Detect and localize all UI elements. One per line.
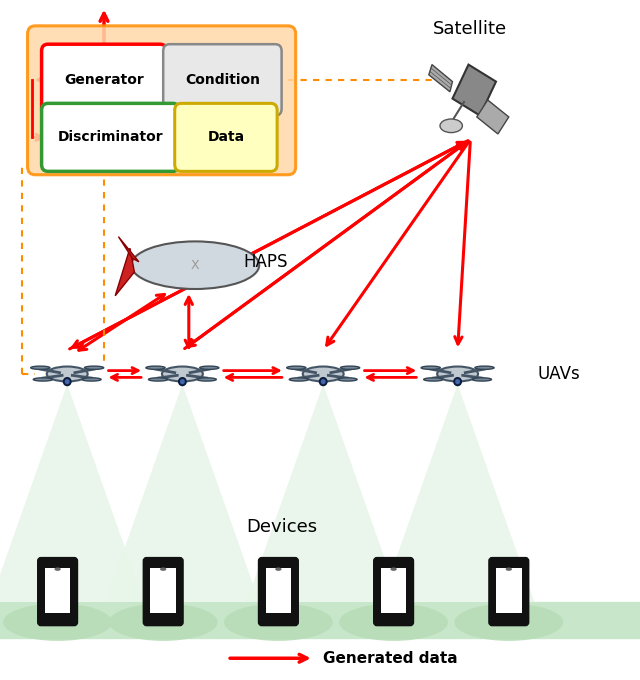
FancyBboxPatch shape (374, 558, 413, 625)
FancyBboxPatch shape (163, 44, 282, 116)
Text: HAPS: HAPS (243, 253, 288, 271)
Ellipse shape (33, 378, 52, 381)
Polygon shape (246, 384, 400, 602)
Text: Data: Data (207, 131, 244, 144)
Ellipse shape (197, 378, 216, 381)
Ellipse shape (179, 378, 186, 386)
Bar (381, 568, 406, 613)
Polygon shape (118, 237, 139, 262)
FancyBboxPatch shape (42, 103, 179, 171)
Ellipse shape (275, 567, 282, 571)
Ellipse shape (131, 241, 259, 289)
Ellipse shape (454, 604, 563, 641)
Ellipse shape (65, 379, 70, 384)
FancyBboxPatch shape (38, 558, 77, 625)
FancyBboxPatch shape (42, 44, 166, 116)
Ellipse shape (54, 567, 61, 571)
FancyBboxPatch shape (490, 558, 528, 625)
Ellipse shape (303, 367, 344, 381)
Polygon shape (106, 384, 259, 602)
Ellipse shape (148, 378, 168, 381)
Ellipse shape (440, 119, 462, 133)
Text: Generator: Generator (64, 73, 144, 87)
Ellipse shape (109, 604, 218, 641)
Ellipse shape (319, 378, 327, 386)
Ellipse shape (506, 567, 512, 571)
Ellipse shape (475, 366, 494, 369)
Ellipse shape (390, 567, 397, 571)
Ellipse shape (224, 604, 333, 641)
FancyBboxPatch shape (259, 558, 298, 625)
Ellipse shape (200, 366, 219, 369)
Ellipse shape (47, 367, 88, 381)
Text: UAVs: UAVs (538, 365, 580, 383)
Polygon shape (429, 65, 452, 92)
Ellipse shape (338, 378, 357, 381)
FancyBboxPatch shape (28, 26, 296, 175)
Polygon shape (477, 100, 509, 134)
Ellipse shape (321, 379, 326, 384)
FancyBboxPatch shape (175, 103, 277, 171)
Ellipse shape (84, 366, 104, 369)
Polygon shape (452, 65, 496, 116)
Text: Condition: Condition (185, 73, 260, 87)
Ellipse shape (339, 604, 448, 641)
Text: Generated data: Generated data (323, 651, 458, 666)
Ellipse shape (437, 367, 478, 381)
Bar (266, 568, 291, 613)
Ellipse shape (287, 366, 306, 369)
Ellipse shape (340, 366, 360, 369)
Ellipse shape (162, 367, 203, 381)
Text: X: X (191, 258, 200, 272)
Ellipse shape (3, 604, 112, 641)
Ellipse shape (31, 366, 50, 369)
Ellipse shape (289, 378, 308, 381)
Polygon shape (0, 384, 144, 602)
Ellipse shape (82, 378, 101, 381)
Ellipse shape (63, 378, 71, 386)
Bar (496, 568, 522, 613)
FancyBboxPatch shape (144, 558, 182, 625)
Bar (45, 568, 70, 613)
FancyBboxPatch shape (0, 602, 640, 639)
Bar (150, 568, 176, 613)
Ellipse shape (454, 378, 461, 386)
Text: Discriminator: Discriminator (58, 131, 163, 144)
Ellipse shape (180, 379, 185, 384)
Polygon shape (115, 248, 134, 296)
Polygon shape (381, 384, 534, 602)
Ellipse shape (160, 567, 166, 571)
Ellipse shape (146, 366, 165, 369)
Ellipse shape (421, 366, 440, 369)
Ellipse shape (455, 379, 460, 384)
Text: Satellite: Satellite (433, 20, 508, 38)
Text: Devices: Devices (246, 518, 317, 536)
Ellipse shape (472, 378, 492, 381)
Ellipse shape (424, 378, 443, 381)
